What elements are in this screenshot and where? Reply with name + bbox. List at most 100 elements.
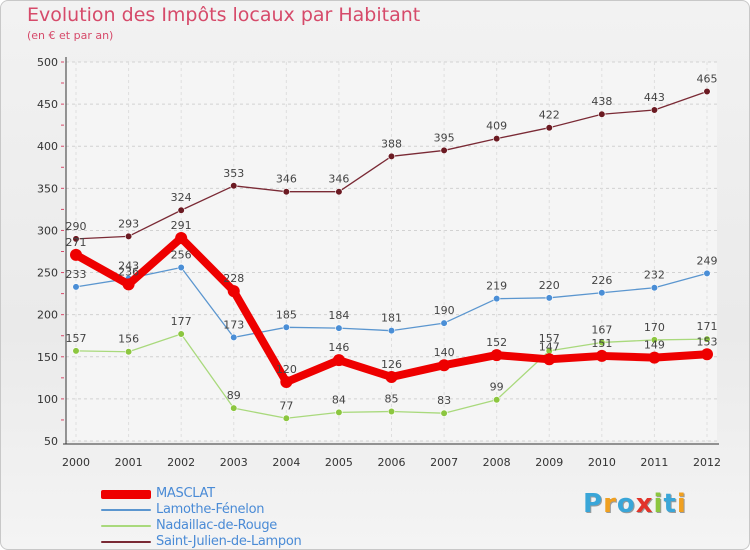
data-point-nadaillac-de-rouge [72, 347, 80, 355]
data-label-masclat: 151 [591, 337, 612, 350]
data-label-nadaillac-de-rouge: 89 [227, 389, 241, 402]
data-label-saint-julien-de-lampon: 388 [381, 137, 402, 150]
data-label-lamothe-f-nelon: 233 [66, 268, 87, 281]
data-label-lamothe-f-nelon: 219 [486, 280, 507, 293]
data-point-lamothe-f-nelon [598, 289, 606, 297]
data-label-masclat: 236 [118, 265, 139, 278]
data-point-nadaillac-de-rouge [387, 407, 396, 416]
data-label-nadaillac-de-rouge: 83 [437, 394, 451, 407]
data-point-masclat [648, 351, 661, 364]
data-label-lamothe-f-nelon: 181 [381, 312, 402, 325]
x-tick-label: 2000 [62, 456, 90, 469]
data-label-nadaillac-de-rouge: 156 [118, 333, 139, 346]
y-tick-label: 250 [37, 267, 58, 280]
y-tick-label: 350 [37, 182, 58, 195]
data-point-masclat [70, 248, 82, 261]
data-label-lamothe-f-nelon: 220 [539, 279, 560, 292]
data-point-masclat [227, 285, 240, 298]
data-label-saint-julien-de-lampon: 346 [276, 173, 297, 186]
data-point-saint-julien-de-lampon [440, 146, 448, 155]
data-point-lamothe-f-nelon [545, 294, 553, 302]
data-label-saint-julien-de-lampon: 465 [697, 72, 718, 85]
data-label-masclat: 147 [539, 340, 560, 353]
y-tick-label: 100 [37, 393, 58, 406]
data-label-lamothe-f-nelon: 256 [171, 249, 192, 262]
data-point-saint-julien-de-lampon [230, 182, 238, 190]
data-label-nadaillac-de-rouge: 177 [171, 315, 192, 328]
x-tick-label: 2008 [483, 456, 511, 469]
data-point-lamothe-f-nelon [335, 324, 343, 332]
data-label-nadaillac-de-rouge: 167 [591, 323, 612, 336]
data-label-masclat: 291 [171, 219, 192, 232]
y-tick-label: 50 [44, 435, 58, 448]
data-label-nadaillac-de-rouge: 77 [279, 399, 293, 412]
data-point-saint-julien-de-lampon [124, 232, 133, 240]
proxiti-logo: Proxiti [583, 489, 687, 519]
data-label-masclat: 271 [66, 236, 87, 249]
data-label-masclat: 149 [644, 339, 665, 352]
data-label-nadaillac-de-rouge: 85 [385, 393, 399, 406]
logo-letter: x [635, 489, 654, 519]
x-tick-label: 2009 [535, 456, 563, 469]
data-point-saint-julien-de-lampon [335, 188, 343, 196]
legend-swatch-nadaillac-de-rouge [101, 525, 151, 527]
x-tick-label: 2001 [115, 456, 143, 469]
data-label-lamothe-f-nelon: 190 [434, 304, 455, 317]
data-label-nadaillac-de-rouge: 157 [66, 332, 87, 345]
data-point-saint-julien-de-lampon [598, 110, 606, 118]
data-point-lamothe-f-nelon [650, 284, 659, 292]
data-point-saint-julien-de-lampon [72, 235, 80, 243]
data-point-masclat [490, 349, 503, 362]
data-point-saint-julien-de-lampon [177, 206, 185, 214]
legend-label-nadaillac-de-rouge: Nadaillac-de-Rouge [156, 518, 277, 533]
data-label-saint-julien-de-lampon: 290 [66, 220, 87, 233]
data-point-nadaillac-de-rouge [650, 336, 659, 344]
data-label-saint-julien-de-lampon: 324 [171, 191, 192, 204]
data-label-saint-julien-de-lampon: 293 [118, 217, 139, 230]
data-label-saint-julien-de-lampon: 409 [486, 120, 507, 133]
data-label-lamothe-f-nelon: 226 [591, 274, 612, 287]
data-point-nadaillac-de-rouge [230, 404, 238, 412]
legend-label-saint-julien-de-lampon: Saint-Julien-de-Lampon [156, 534, 302, 549]
chart-title: Evolution des Impôts locaux par Habitant [27, 4, 421, 26]
legend-swatch-saint-julien-de-lampon [101, 541, 151, 543]
data-point-nadaillac-de-rouge [177, 330, 185, 338]
data-point-saint-julien-de-lampon [493, 135, 501, 143]
x-tick-label: 2007 [430, 456, 458, 469]
data-point-nadaillac-de-rouge [493, 396, 501, 404]
chart-subtitle: (en € et par an) [27, 29, 114, 42]
data-label-masclat: 140 [434, 346, 455, 359]
data-label-lamothe-f-nelon: 185 [276, 308, 297, 321]
y-tick-label: 300 [37, 224, 58, 237]
data-point-nadaillac-de-rouge [335, 408, 343, 416]
x-tick-label: 2005 [325, 456, 353, 469]
logo-letter: i [676, 489, 687, 519]
logo-letter: t [663, 489, 677, 519]
data-point-nadaillac-de-rouge [703, 335, 711, 343]
data-label-masclat: 120 [276, 363, 297, 376]
data-point-lamothe-f-nelon [440, 319, 448, 327]
legend-label-lamothe-fenelon: Lamothe-Fénelon [156, 502, 265, 517]
data-point-lamothe-f-nelon [230, 333, 238, 342]
legend-swatch-masclat [101, 490, 151, 499]
data-point-saint-julien-de-lampon [650, 106, 659, 114]
data-label-masclat: 228 [223, 272, 244, 285]
x-tick-label: 2012 [693, 456, 721, 469]
data-point-masclat [332, 354, 345, 367]
y-tick-label: 400 [37, 140, 58, 153]
logo-letter: P [583, 489, 604, 519]
data-label-nadaillac-de-rouge: 171 [697, 320, 718, 333]
data-point-lamothe-f-nelon [177, 263, 185, 272]
data-point-saint-julien-de-lampon [703, 87, 711, 96]
data-label-saint-julien-de-lampon: 353 [223, 167, 244, 180]
data-point-lamothe-f-nelon [703, 269, 711, 277]
data-label-masclat: 146 [328, 341, 349, 354]
logo-letter: i [653, 489, 664, 519]
data-point-masclat [595, 349, 608, 362]
y-tick-label: 500 [37, 56, 58, 69]
data-label-nadaillac-de-rouge: 84 [332, 393, 346, 406]
data-label-lamothe-f-nelon: 232 [644, 269, 665, 282]
data-label-saint-julien-de-lampon: 395 [434, 131, 455, 144]
y-tick-label: 200 [37, 309, 58, 322]
data-point-lamothe-f-nelon [282, 323, 290, 331]
